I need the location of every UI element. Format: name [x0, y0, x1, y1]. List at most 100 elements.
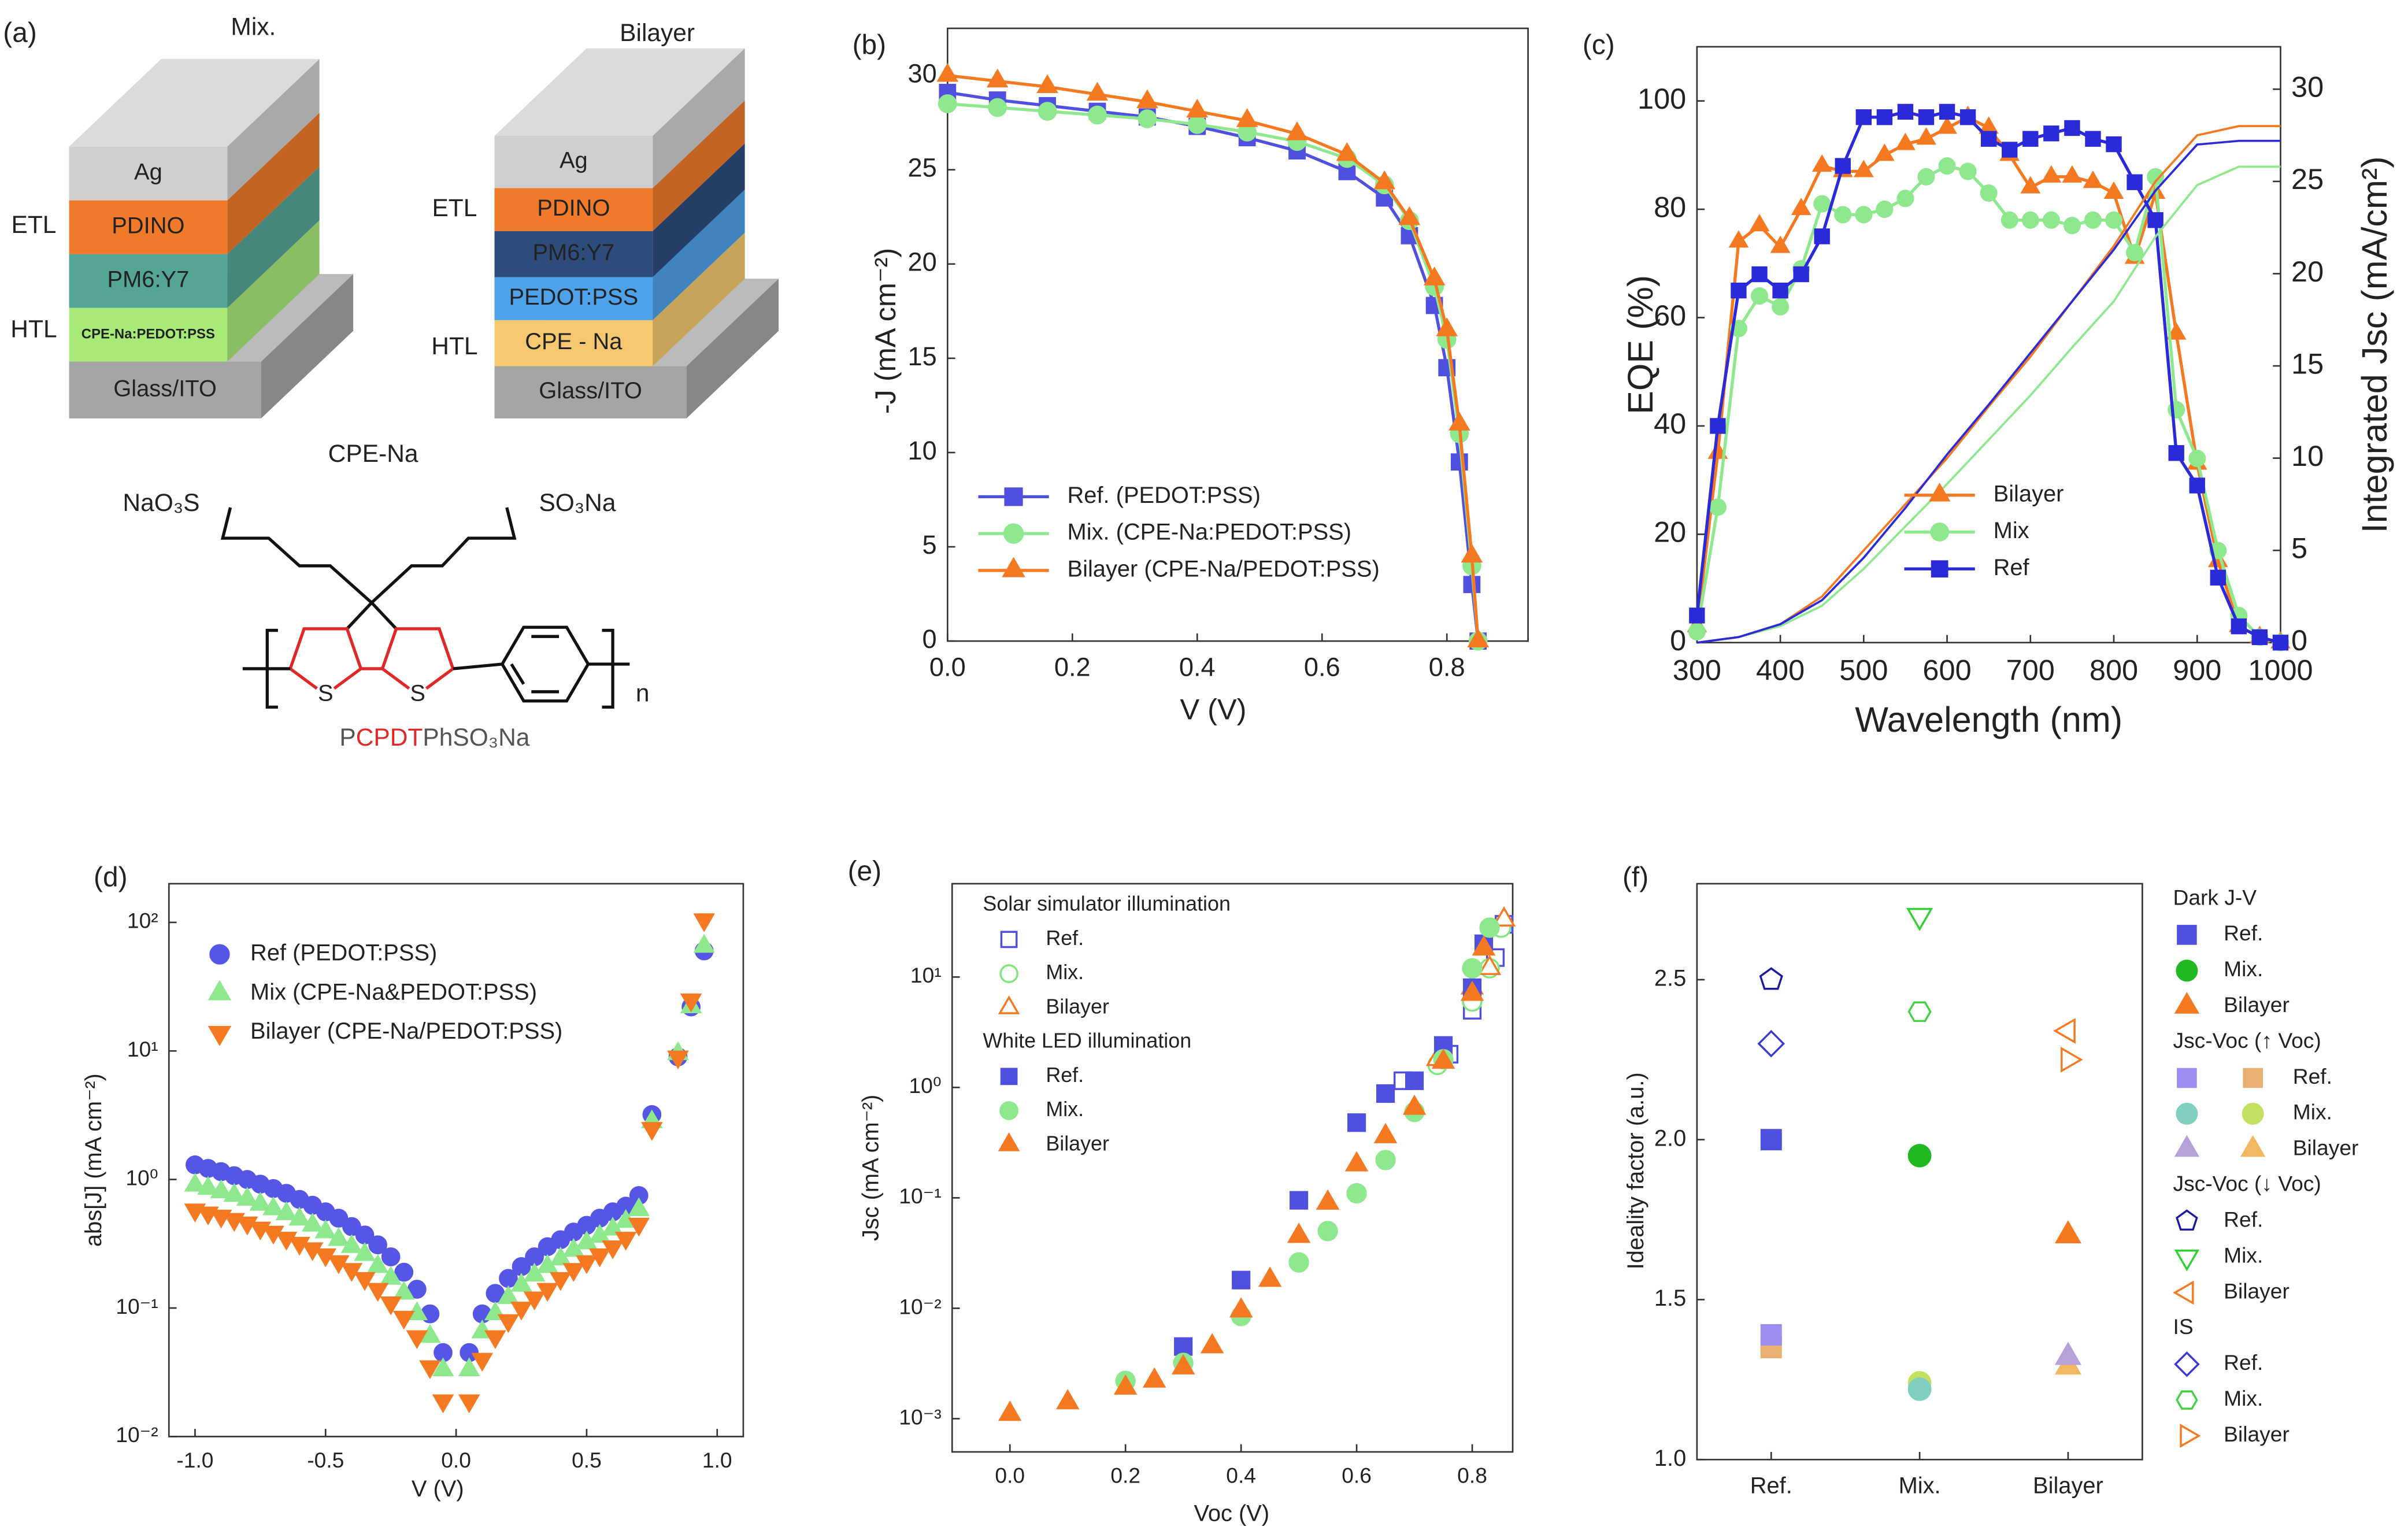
plot-frame — [168, 883, 744, 1437]
data-point — [628, 1197, 650, 1217]
data-point — [1036, 74, 1058, 94]
y-tick-label: 40 — [1654, 407, 1686, 440]
layer-label: PDINO — [537, 195, 610, 221]
y-tick-label: 15 — [907, 342, 936, 371]
data-point — [328, 1227, 350, 1246]
legend-marker — [2243, 1068, 2263, 1088]
data-point — [432, 1357, 454, 1376]
bond — [602, 628, 614, 709]
y-tick-label: 5 — [923, 530, 937, 559]
data-point — [1038, 102, 1057, 121]
layer-front — [494, 366, 687, 418]
legend-title: IS — [2173, 1314, 2193, 1339]
plot-frame — [951, 883, 1514, 1453]
data-point — [380, 1266, 402, 1285]
x-tick-label: Ref. — [1750, 1473, 1792, 1499]
data-point — [406, 1330, 428, 1350]
data-point — [1874, 143, 1895, 161]
legend-label: Ref — [1994, 555, 2030, 580]
data-point — [1757, 1029, 1785, 1058]
legend-label: Bilayer (CPE-Na/PEDOT:PSS) — [1068, 556, 1380, 581]
data-point — [1316, 1189, 1340, 1210]
atom-label: S — [410, 681, 425, 706]
layer-type-label: HTL — [10, 316, 57, 343]
layer-shade — [653, 100, 745, 231]
data-point — [2022, 131, 2039, 147]
data-point — [2085, 131, 2101, 147]
data-point — [458, 1394, 480, 1414]
y-tick-label: 80 — [1654, 190, 1686, 223]
x-tick-label: 0.0 — [995, 1463, 1025, 1487]
data-point — [1229, 1297, 1253, 1318]
data-point — [2231, 618, 2247, 635]
data-point — [1290, 1191, 1309, 1210]
data-point — [602, 1240, 624, 1259]
layer-side — [227, 220, 320, 362]
panel-label: (f) — [1622, 862, 1648, 893]
data-point — [1171, 1354, 1195, 1374]
data-point — [641, 1122, 663, 1141]
data-point — [1317, 1221, 1338, 1242]
x-tick-label: 900 — [2173, 654, 2221, 687]
data-point — [2063, 217, 2081, 235]
bond — [453, 662, 503, 670]
data-point — [510, 1273, 532, 1292]
y-tick-label: 10¹ — [127, 1037, 158, 1061]
legend-label: Ref. — [2224, 1350, 2263, 1374]
data-point — [2061, 1047, 2083, 1073]
data-point — [1258, 1266, 1282, 1287]
data-point — [2054, 1220, 2082, 1244]
data-point — [1876, 201, 1894, 218]
x-tick-label: 0.8 — [1429, 652, 1465, 681]
data-point — [998, 1400, 1022, 1421]
data-point — [1402, 1094, 1427, 1115]
data-point — [2147, 168, 2165, 186]
data-point — [210, 1179, 232, 1199]
legend-marker — [2177, 925, 2197, 945]
y-tick-label: 60 — [1654, 299, 1686, 332]
data-point — [523, 1291, 546, 1311]
data-point — [1937, 116, 1957, 134]
data-point — [484, 1330, 506, 1350]
data-point — [2251, 629, 2268, 646]
layer-type-label: ETL — [432, 195, 477, 222]
data-point — [471, 1353, 494, 1372]
y-tick-label: 2.5 — [1654, 966, 1686, 991]
x-tick-label: 0.0 — [929, 652, 966, 681]
data-point — [2105, 211, 2123, 229]
legend-label: Ref. — [2224, 1207, 2263, 1231]
legend-label: Mix. — [2293, 1100, 2332, 1124]
data-point — [1791, 198, 1811, 216]
legend-marker — [998, 1132, 1020, 1151]
data-point — [1916, 127, 1936, 145]
data-point — [2127, 174, 2143, 190]
layer-side — [227, 59, 320, 201]
data-point — [1336, 142, 1358, 161]
data-point — [1236, 108, 1258, 127]
legend-marker — [208, 1025, 232, 1047]
data-point — [1373, 1122, 1398, 1143]
x-tick-label: Bilayer — [2033, 1473, 2103, 1499]
x-tick-label: 0.2 — [1110, 1463, 1140, 1487]
legend-marker — [1928, 483, 1951, 502]
data-point — [366, 1283, 389, 1302]
data-point — [368, 1235, 387, 1255]
y-tick-label: 0 — [923, 624, 937, 654]
legend-marker — [2173, 1280, 2194, 1305]
layer-type-label: HTL — [431, 333, 477, 360]
data-point — [1939, 103, 1955, 120]
x-axis-label: V (V) — [412, 1476, 464, 1502]
y-tick-label: 10⁻² — [116, 1422, 158, 1447]
layer-front — [494, 231, 653, 277]
legend-label: Bilayer — [2224, 992, 2290, 1017]
y-tick-label: 10⁰ — [909, 1073, 941, 1098]
data-point — [1772, 298, 1790, 316]
molecule-title: CPE-Na — [328, 440, 418, 468]
data-point — [1187, 115, 1207, 134]
y2-tick-label: 20 — [2291, 255, 2324, 288]
data-point — [680, 993, 702, 1013]
legend-marker — [2176, 1102, 2198, 1125]
legend-marker — [998, 995, 1020, 1014]
layer-label: PDINO — [112, 213, 184, 239]
data-point — [2272, 635, 2289, 651]
